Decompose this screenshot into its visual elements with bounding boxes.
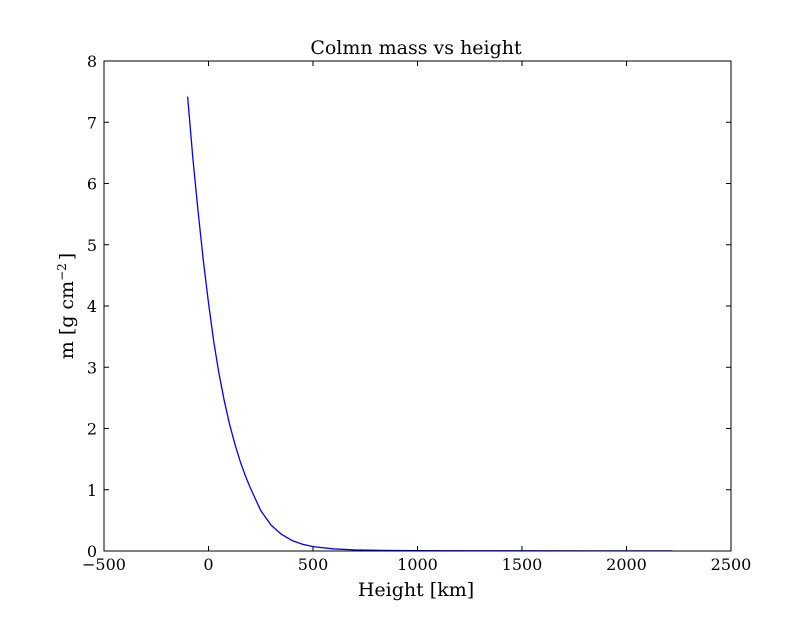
y-axis-label-suffix: ] [56,253,78,260]
series-line-0 [186,96,673,552]
x-tick-label: 2500 [711,555,752,574]
y-tick-label: 0 [87,542,97,561]
y-tick-label: 2 [87,420,97,439]
y-tick-label: 7 [87,113,97,132]
y-axis-label-exponent: −2 [55,263,69,281]
y-tick-label: 1 [87,481,97,500]
y-axis-label: m [g cm−2] [55,253,78,359]
x-tick-label: 0 [203,555,213,574]
y-tick-label: 4 [87,297,97,316]
x-tick-label: 1000 [397,555,438,574]
x-tick-label: −500 [82,555,126,574]
y-tick-label: 5 [87,236,97,255]
y-tick-label: 8 [87,52,97,71]
y-tick-label: 3 [87,358,97,377]
x-tick-label: 500 [298,555,329,574]
x-tick-label: 1500 [502,555,543,574]
y-tick-label: 6 [87,175,97,194]
x-axis-label: Height [km] [358,579,474,601]
chart-title: Colmn mass vs height [310,37,522,59]
x-tick-label: 2000 [606,555,647,574]
y-axis-label-text: m [g cm [56,281,78,359]
plot-frame [103,60,732,552]
